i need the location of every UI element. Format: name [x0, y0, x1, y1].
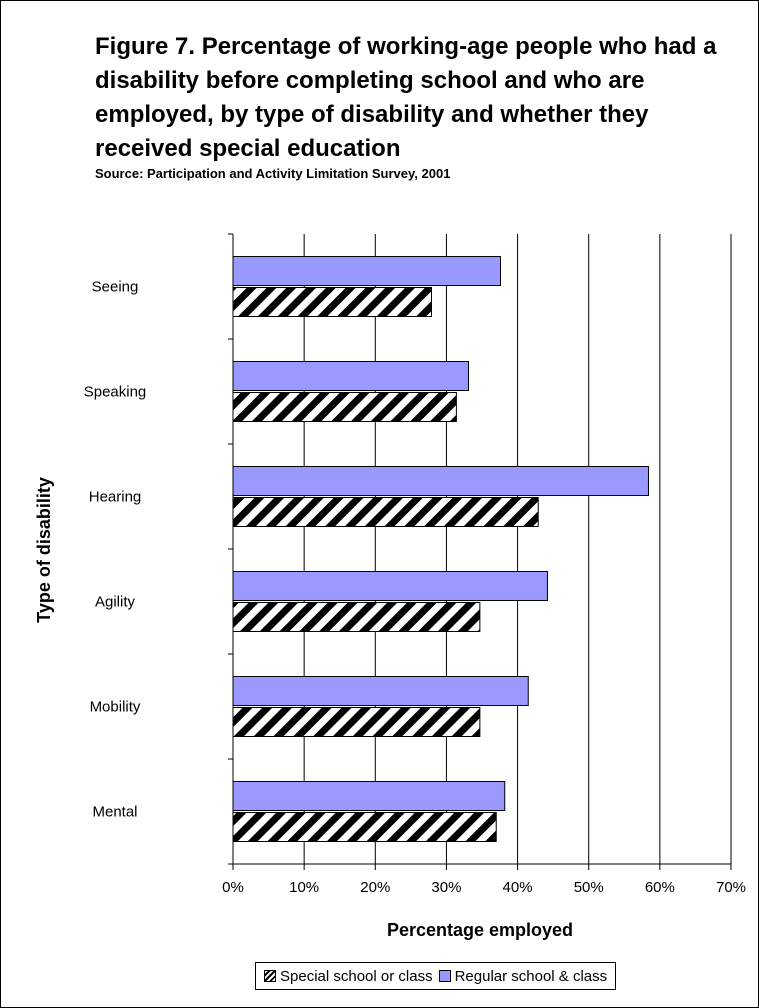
bar-regular-school — [232, 466, 649, 496]
bar-special-school — [232, 497, 539, 527]
y-axis-title: Type of disability — [34, 477, 54, 623]
x-tick-label: 40% — [503, 879, 533, 896]
x-tick-label: 20% — [360, 879, 390, 896]
x-tick-label: 50% — [574, 879, 604, 896]
legend-swatch-special — [264, 970, 276, 982]
gridlines — [303, 234, 732, 864]
x-tick-label: 10% — [289, 879, 319, 896]
legend-item-special: Special school or class — [264, 968, 433, 985]
x-tick-label: 30% — [431, 879, 461, 896]
bar-regular-school — [232, 361, 469, 391]
category-label: Mobility — [90, 699, 141, 716]
chart-subtitle: Source: Participation and Activity Limit… — [95, 166, 451, 181]
bar-regular-school — [232, 781, 506, 811]
legend: Special school or class Regular school &… — [255, 962, 617, 990]
x-tick-label: 60% — [645, 879, 675, 896]
bar-regular-school — [232, 256, 501, 286]
category-label: Hearing — [89, 489, 142, 506]
bars — [232, 256, 649, 842]
bar-special-school — [232, 287, 432, 317]
bar-special-school — [232, 392, 457, 422]
bar-regular-school — [232, 571, 548, 601]
category-label: Seeing — [92, 279, 139, 296]
legend-swatch-regular — [438, 970, 451, 982]
axes: 0% 10% 20% 30% 40% 50% 60% 70% Seeing Speaking Hea… — [84, 233, 746, 896]
x-axis-title: Percentage employed — [387, 920, 573, 940]
category-label: Mental — [92, 804, 137, 821]
legend-label-special: Special school or class — [280, 967, 433, 985]
bar-regular-school — [232, 676, 529, 706]
x-tick-label: 0% — [222, 879, 244, 896]
x-tick-label: 70% — [716, 879, 746, 896]
legend-label-regular: Regular school & class — [454, 967, 608, 985]
legend-item-regular: Regular school & class — [438, 967, 608, 985]
category-label: Agility — [95, 594, 136, 611]
chart-title: Figure 7. Percentage of working-age peop… — [95, 33, 717, 162]
bar-special-school — [232, 707, 481, 737]
bar-special-school — [232, 812, 497, 842]
bar-special-school — [232, 602, 481, 632]
category-label: Speaking — [84, 384, 147, 401]
